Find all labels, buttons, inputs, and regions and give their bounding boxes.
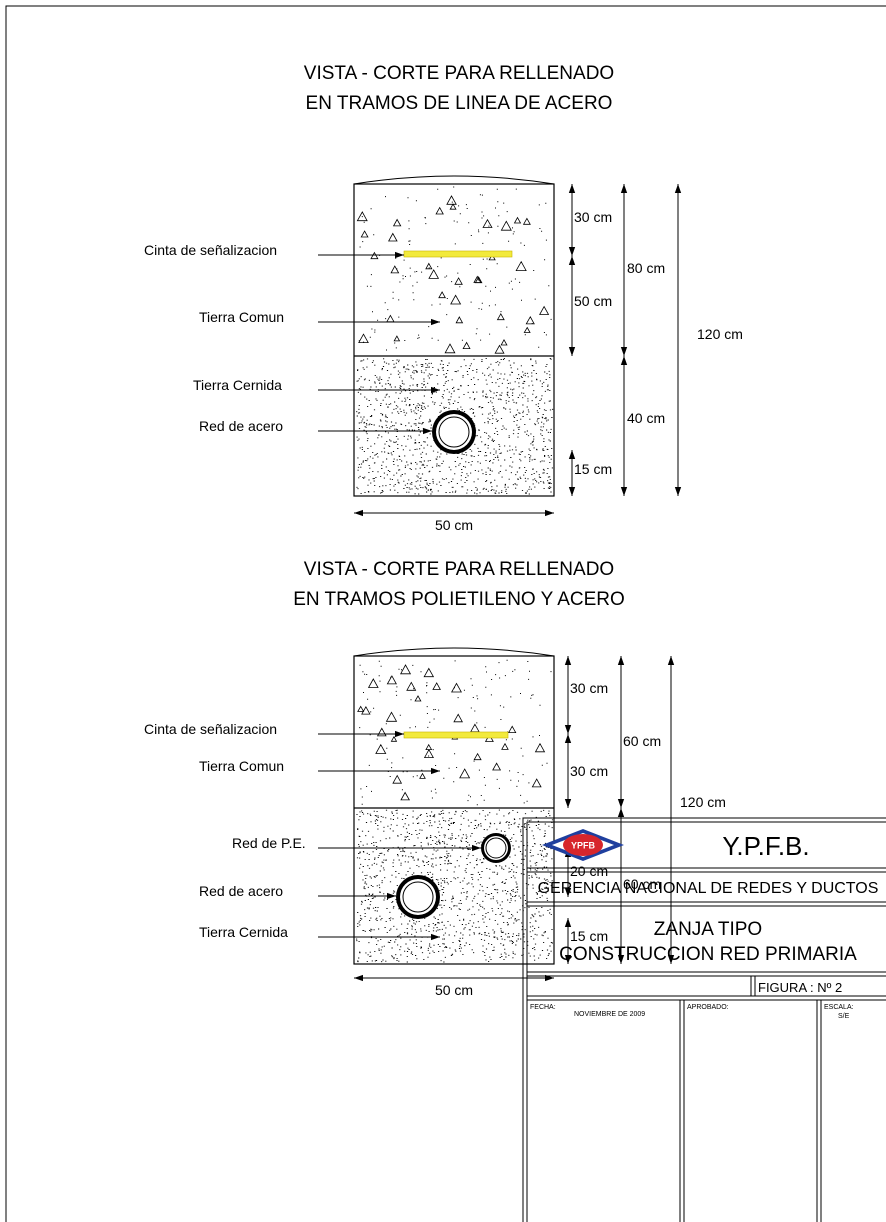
view1-title-line1: VISTA - CORTE PARA RELLENADO bbox=[304, 63, 614, 84]
fecha-label: FECHA: bbox=[530, 1004, 556, 1011]
tierra-comun-hatch bbox=[357, 659, 552, 806]
dim-width: 50 cm bbox=[435, 982, 473, 998]
dim-60b: 60 cm bbox=[623, 876, 661, 892]
dim-width: 50 cm bbox=[435, 517, 473, 533]
label-cinta: Cinta de señalizacion bbox=[144, 721, 277, 737]
dim-15: 15 cm bbox=[574, 461, 612, 477]
steel-pipe bbox=[432, 410, 476, 454]
department: GERENCIA NACIONAL DE REDES Y DUCTOS bbox=[538, 880, 879, 897]
dim-60a: 60 cm bbox=[623, 733, 661, 749]
drawing-title-line2: CONSTRUCCION RED PRIMARIA bbox=[559, 944, 857, 965]
view2-title-line2: EN TRAMOS POLIETILENO Y ACERO bbox=[293, 589, 625, 610]
view1-title-line2: EN TRAMOS DE LINEA DE ACERO bbox=[306, 93, 613, 114]
view1: VISTA - CORTE PARA RELLENADO EN TRAMOS D… bbox=[144, 63, 743, 533]
label-red-pe: Red de P.E. bbox=[232, 835, 306, 851]
warning-tape bbox=[403, 250, 513, 258]
logo-text: YPFB bbox=[571, 841, 596, 851]
dimensions-2 bbox=[354, 656, 675, 982]
label-tierra-cernida: Tierra Cernida bbox=[199, 924, 288, 940]
dim-120: 120 cm bbox=[680, 794, 726, 810]
label-red-acero: Red de acero bbox=[199, 883, 283, 899]
dimensions-1 bbox=[354, 184, 682, 517]
trench-section-2 bbox=[353, 647, 555, 965]
dim-30: 30 cm bbox=[574, 209, 612, 225]
steel-pipe bbox=[396, 875, 440, 919]
figure-number: FIGURA : Nº 2 bbox=[758, 980, 842, 995]
dim-30a: 30 cm bbox=[570, 680, 608, 696]
drawing-title-line1: ZANJA TIPO bbox=[654, 919, 762, 940]
dim-120: 120 cm bbox=[697, 326, 743, 342]
title-block: YPFB Y.P.F.B. GERENCIA NACIONAL DE REDES… bbox=[522, 817, 886, 1222]
pe-pipe bbox=[481, 833, 511, 863]
trench-outline bbox=[353, 655, 555, 965]
dim-50: 50 cm bbox=[574, 293, 612, 309]
dim-80: 80 cm bbox=[627, 260, 665, 276]
label-red-acero: Red de acero bbox=[199, 418, 283, 434]
sheet-border bbox=[5, 5, 886, 1222]
label-cinta: Cinta de señalizacion bbox=[144, 242, 277, 258]
tierra-cernida-hatch bbox=[356, 809, 554, 963]
warning-tape bbox=[403, 731, 509, 739]
tierra-comun-hatch bbox=[356, 186, 552, 354]
trench-section-1 bbox=[353, 175, 555, 497]
label-tierra-comun: Tierra Comun bbox=[199, 309, 284, 325]
dim-30b: 30 cm bbox=[570, 763, 608, 779]
trench-outline bbox=[353, 183, 555, 497]
fecha-value: NOVIEMBRE DE 2009 bbox=[574, 1011, 645, 1018]
ypfb-logo: YPFB bbox=[542, 829, 624, 861]
view2: VISTA - CORTE PARA RELLENADO EN TRAMOS P… bbox=[144, 559, 726, 998]
aprobado-label: APROBADO: bbox=[687, 1004, 729, 1011]
mound-arc bbox=[353, 647, 555, 657]
dim-15: 15 cm bbox=[570, 928, 608, 944]
label-tierra-cernida: Tierra Cernida bbox=[193, 377, 282, 393]
label-tierra-comun: Tierra Comun bbox=[199, 758, 284, 774]
dim-40: 40 cm bbox=[627, 410, 665, 426]
dim-20: 20 cm bbox=[570, 863, 608, 879]
escala-label: ESCALA: bbox=[824, 1004, 854, 1011]
company-name: Y.P.F.B. bbox=[722, 831, 809, 861]
escala-value: S/E bbox=[838, 1013, 850, 1020]
view2-title-line1: VISTA - CORTE PARA RELLENADO bbox=[304, 559, 614, 580]
mound-arc bbox=[353, 175, 555, 185]
